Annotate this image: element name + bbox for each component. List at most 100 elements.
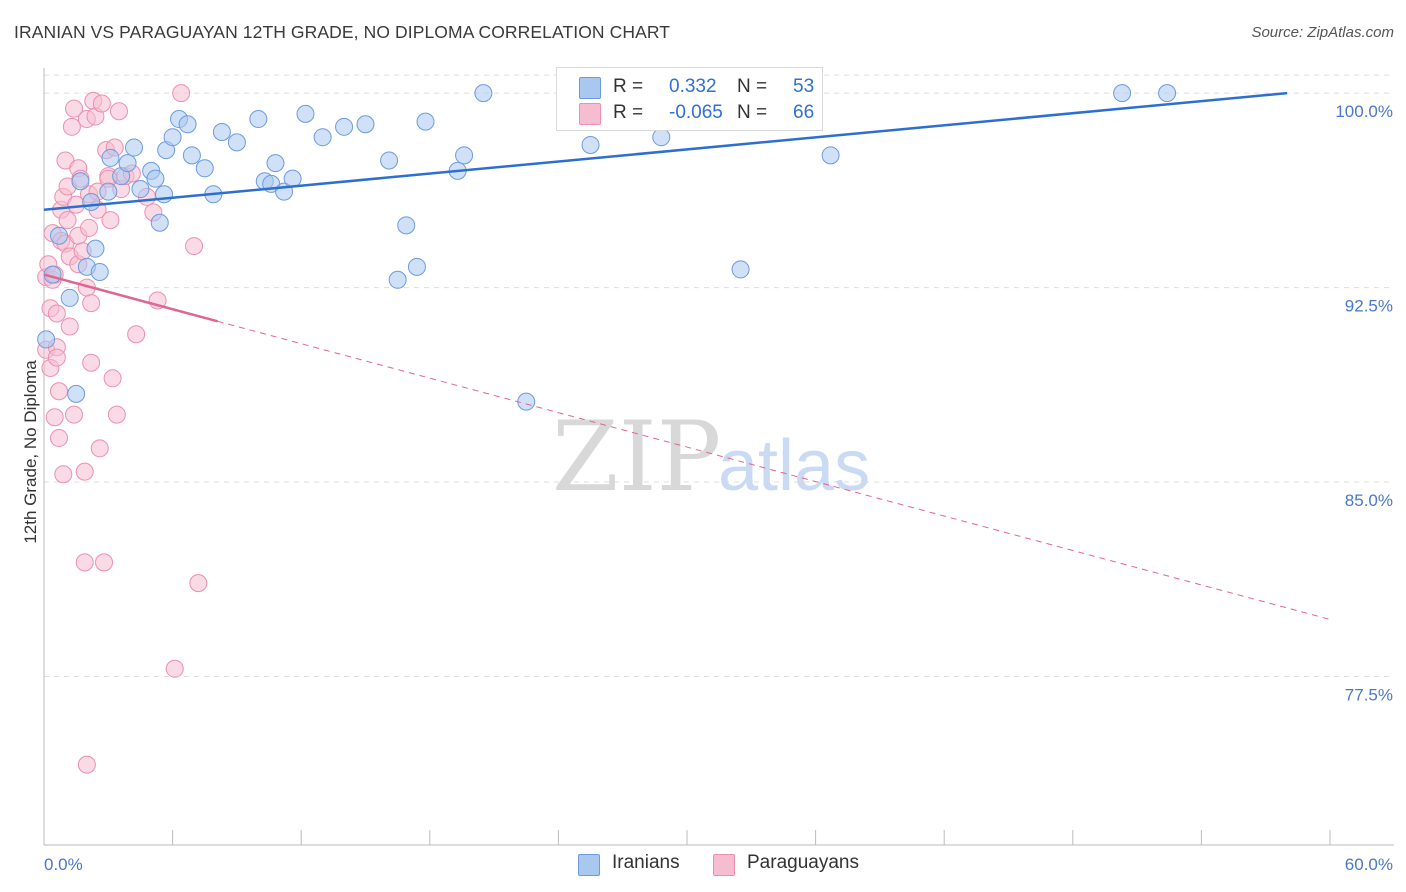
legend-swatch-paraguayans [713, 854, 735, 876]
trendlines [43, 91, 1331, 620]
paraguayans-point [82, 294, 101, 313]
correlation-legend: R = 0.332 N = 53 R = -0.065 N = 66 [556, 67, 823, 131]
iranians-point [101, 148, 120, 167]
watermark-zip: ZIP [552, 401, 721, 513]
iranians-point [67, 384, 86, 403]
iranians-point [1158, 84, 1177, 103]
paraguayans-point [90, 439, 109, 458]
iranians-point [50, 226, 69, 245]
legend-label-paraguayans: Paraguayans [747, 852, 859, 873]
iranians-point [182, 146, 201, 165]
iranians-point [1113, 84, 1132, 103]
iranians-point [163, 128, 182, 147]
iranians-point [90, 263, 109, 282]
paraguayans-point [92, 94, 111, 113]
iranians-point [249, 110, 268, 129]
paraguayans-point [50, 382, 69, 401]
iranians-point [150, 213, 169, 232]
watermark-atlas: atlas [718, 426, 870, 506]
paraguayans-point [103, 369, 122, 388]
y-tick-label: 100.0% [1335, 102, 1393, 121]
legend-r-value: 0.332 [669, 76, 717, 97]
legend-swatch-iranians [578, 854, 600, 876]
iranians-point [581, 135, 600, 154]
iranians-point [60, 288, 79, 307]
paraguayans-point [165, 659, 184, 678]
iranians-point [821, 146, 840, 165]
iranians-point [335, 117, 354, 136]
paraguayans-point [75, 553, 94, 572]
paraguayans-point [82, 353, 101, 372]
iranians-point [118, 154, 137, 173]
paraguayans-trendline-extension [217, 320, 1331, 620]
legend-r-value: -0.065 [669, 102, 723, 123]
paraguayans-point [101, 211, 120, 230]
legend-n-label: N = [737, 76, 768, 97]
paraguayans-point [110, 102, 129, 121]
iranians-point [455, 146, 474, 165]
paraguayans-points [37, 84, 208, 774]
iranians-point [388, 270, 407, 289]
iranians-trendline [43, 91, 1288, 212]
y-tick-label: 77.5% [1345, 685, 1393, 704]
iranians-point [380, 151, 399, 170]
iranians-point [283, 169, 302, 188]
iranians-point [71, 172, 90, 191]
legend-r-label: R = [613, 102, 644, 123]
iranians-point [313, 128, 332, 147]
legend-swatch-iranians [579, 77, 601, 99]
paraguayans-point [189, 574, 208, 593]
legend-n-value: 53 [793, 76, 815, 97]
x-tick-label-min: 0.0% [44, 855, 83, 874]
paraguayans-point [95, 553, 114, 572]
paraguayans-point [80, 218, 99, 237]
paraguayans-point [50, 428, 69, 447]
iranians-point [178, 115, 197, 134]
legend-n-label: N = [737, 102, 768, 123]
iranians-point [212, 123, 231, 142]
paraguayans-point [62, 117, 81, 136]
legend-n-value: 66 [793, 102, 815, 123]
iranians-point [652, 128, 671, 147]
paraguayans-point [54, 465, 73, 484]
iranians-point [86, 239, 105, 258]
paraguayans-point [58, 211, 77, 230]
iranians-point [195, 159, 214, 178]
watermark: ZIP atlas [552, 401, 870, 513]
iranians-point [82, 193, 101, 212]
iranians-point [125, 138, 144, 157]
iranians-point [296, 104, 315, 123]
iranians-point [397, 216, 416, 235]
paraguayans-point [185, 237, 204, 256]
iranians-point [407, 257, 426, 276]
source-label: Source: ZipAtlas.com [1251, 24, 1394, 41]
axes [43, 68, 1394, 846]
iranians-point [731, 260, 750, 279]
paraguayans-point [75, 462, 94, 481]
iranians-point [416, 112, 435, 131]
legend-r-label: R = [613, 76, 644, 97]
paraguayans-point [127, 325, 146, 344]
paraguayans-point [65, 405, 84, 424]
y-tick-label: 85.0% [1345, 491, 1393, 510]
iranians-point [266, 154, 285, 173]
paraguayans-point [60, 317, 79, 336]
x-tick-label-max: 60.0% [1345, 855, 1393, 874]
iranians-point [227, 133, 246, 152]
grid-lines [44, 74, 1394, 677]
iranians-point [356, 115, 375, 134]
iranians-point [474, 84, 493, 103]
legend-swatch-paraguayans [579, 103, 601, 125]
iranians-point [146, 169, 165, 188]
y-tick-label: 92.5% [1345, 297, 1393, 316]
iranians-point [99, 182, 118, 201]
paraguayans-point [47, 304, 66, 323]
series-legend: Iranians Paraguayans [0, 852, 1406, 878]
paraguayans-point [107, 405, 126, 424]
y-axis-label: 12th Grade, No Diploma [21, 360, 40, 544]
legend-label-iranians: Iranians [612, 852, 680, 873]
iranians-points [37, 84, 1177, 411]
y-tick-labels: 100.0% 92.5% 85.0% 77.5% [1335, 102, 1393, 704]
iranians-point [517, 392, 536, 411]
